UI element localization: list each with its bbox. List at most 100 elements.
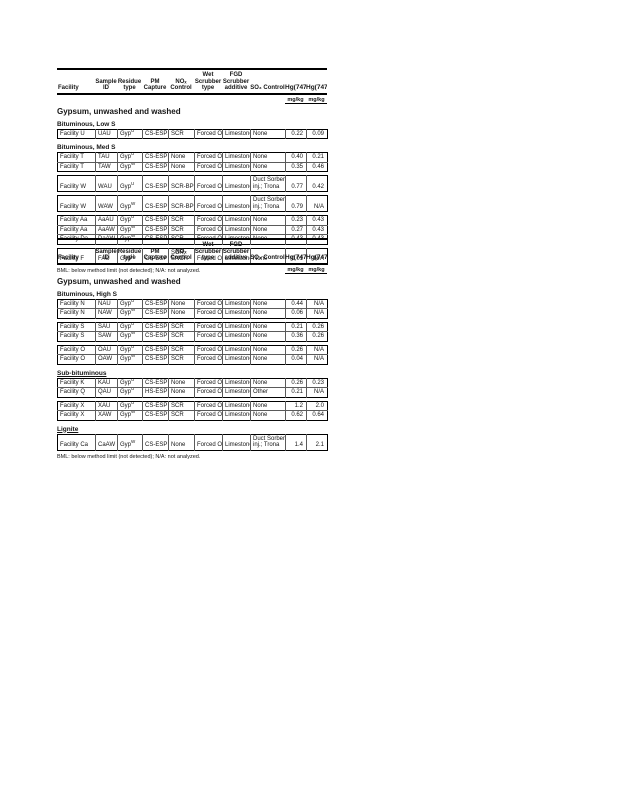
cell-hg-7472: 2.0 [315,402,324,409]
cell-sample-id: KAU [95,378,118,388]
units-row-cells: mg/kg mg/kg [57,265,327,274]
cell-hg-7470: 0.22 [285,129,307,139]
cell-facility: Facility Ca [57,434,96,450]
cell-nox-control: SCR-BP [168,195,195,212]
cell-hg-7470: 0.35 [285,161,307,172]
cell-fgd-scrubber-additive: Limestone [222,354,251,364]
unit-spacer [57,96,95,104]
cell-residue-type: GypW [117,410,143,420]
cell-hg-7472: 0.46 [306,161,328,172]
cell-fgd-scrubber-additive: Limestone [222,401,251,411]
cell-hg-7470: 0.77 [285,175,307,192]
cell-nox-control: SCR [168,345,195,355]
footnote: BML: below method limit (not detected); … [57,453,201,460]
cell-hg-7470: 0.26 [285,345,307,355]
column-header-pm-capture: PM Capture [143,248,167,262]
cell-pm-capture: CS-ESP [142,299,169,309]
cell-so3-control: Duct Sorbent inj.; Trona [250,195,286,212]
cell-so3-control: None [250,345,286,355]
cell-sample-id: TAU [95,152,118,162]
cell-so3-control: None [250,401,286,411]
column-header-wet-scrubber-type: Wet Scrubber type [194,242,222,261]
cell-pm-capture: CS-ESP [142,215,169,225]
cell-fgd-scrubber-additive: Limestone [222,152,251,162]
cell-residue-type: GypU [117,215,143,225]
cell-facility: Facility W [57,195,96,212]
cell-sample-id: AaAW [95,224,118,235]
units-row: mg/kg mg/kg [57,95,327,104]
units-row: mg/kg mg/kg [57,265,327,274]
cell-nox-control: SCR [168,215,195,225]
section-label: Lignite [57,425,79,433]
cell-nox-control: SCR [168,224,195,235]
cell-nox-control: None [168,152,195,162]
cell-residue-type: GypW [117,434,143,450]
cell-so3-control: None [250,354,286,364]
cell-wet-scrubber-type: Forced Ox. [194,331,223,341]
cell-wet-scrubber-type: Forced Ox. [194,195,223,212]
cell-hg-7470: 0.26 [285,378,307,388]
unit-spacer [57,266,95,274]
cell-wet-scrubber-type: Forced Ox. [194,175,223,192]
cell-facility: Facility T [57,152,96,162]
unit-spacer [168,266,194,274]
section-label: Bituminous, Med S [57,144,116,151]
unit-spacer [194,96,222,104]
cell-so3-control: None [250,224,286,235]
cell-facility: Facility K [57,378,96,388]
cell-so3-control: None [250,410,286,420]
cell-wet-scrubber-type: Forced Ox. [194,401,223,411]
cell-hg-7472: 0.26 [306,331,328,341]
cell-pm-capture: CS-ESP [142,345,169,355]
cell-hg-7470: 0.44 [285,299,307,309]
cell-fgd-scrubber-additive: Limestone [222,299,251,309]
cell-pm-capture: CS-ESP [142,401,169,411]
cell-facility: Facility T [57,161,96,172]
cell-residue-type: GypU [117,152,143,162]
cell-nox-control: SCR [168,322,195,332]
cell-so3-control: None [250,129,286,139]
header-row: Facility Sample ID Residue type PM Capture NOₓ C… [57,69,327,94]
cell-sample-id: TAW [95,161,118,172]
column-header-sample-id: Sample ID [95,248,117,262]
cell-residue-type: GypU [117,248,143,264]
cell-so3-control: Duct Sorbent inj.; Trona [250,175,286,192]
cell-sample-id: FAU [95,248,118,264]
table-header: Facility Sample ID Residue type PM Capture NOₓ C… [57,238,327,265]
cell-facility: Facility S [57,331,96,341]
cell-residue-type: GypU [117,378,143,388]
cell-pm-capture: CS-ESP [142,410,169,420]
cell-hg-7472: 0.64 [306,410,328,420]
cell-sample-id: OAW [95,354,118,364]
column-header-hg-7472: Hg(7472) [306,254,327,261]
cell-so3-control: None [250,215,286,225]
cell-sample-id: WAW [95,195,118,212]
cell-residue-type: GypU [117,299,143,309]
cell-facility: Facility N [57,299,96,309]
cell-so3-control: None [250,152,286,162]
cell-fgd-scrubber-additive: Limestone [222,224,251,235]
cell-wet-scrubber-type: Forced Ox. [194,161,223,172]
cell-pm-capture: CS-ESP [142,161,169,172]
unit-spacer [142,266,168,274]
cell-sample-id: WAU [95,175,118,192]
cell-nox-control: SCR [168,401,195,411]
column-header-facility: Facility [58,85,79,91]
cell-sample-id: AaAU [95,215,118,225]
cell-hg-7470: 0.04 [285,354,307,364]
